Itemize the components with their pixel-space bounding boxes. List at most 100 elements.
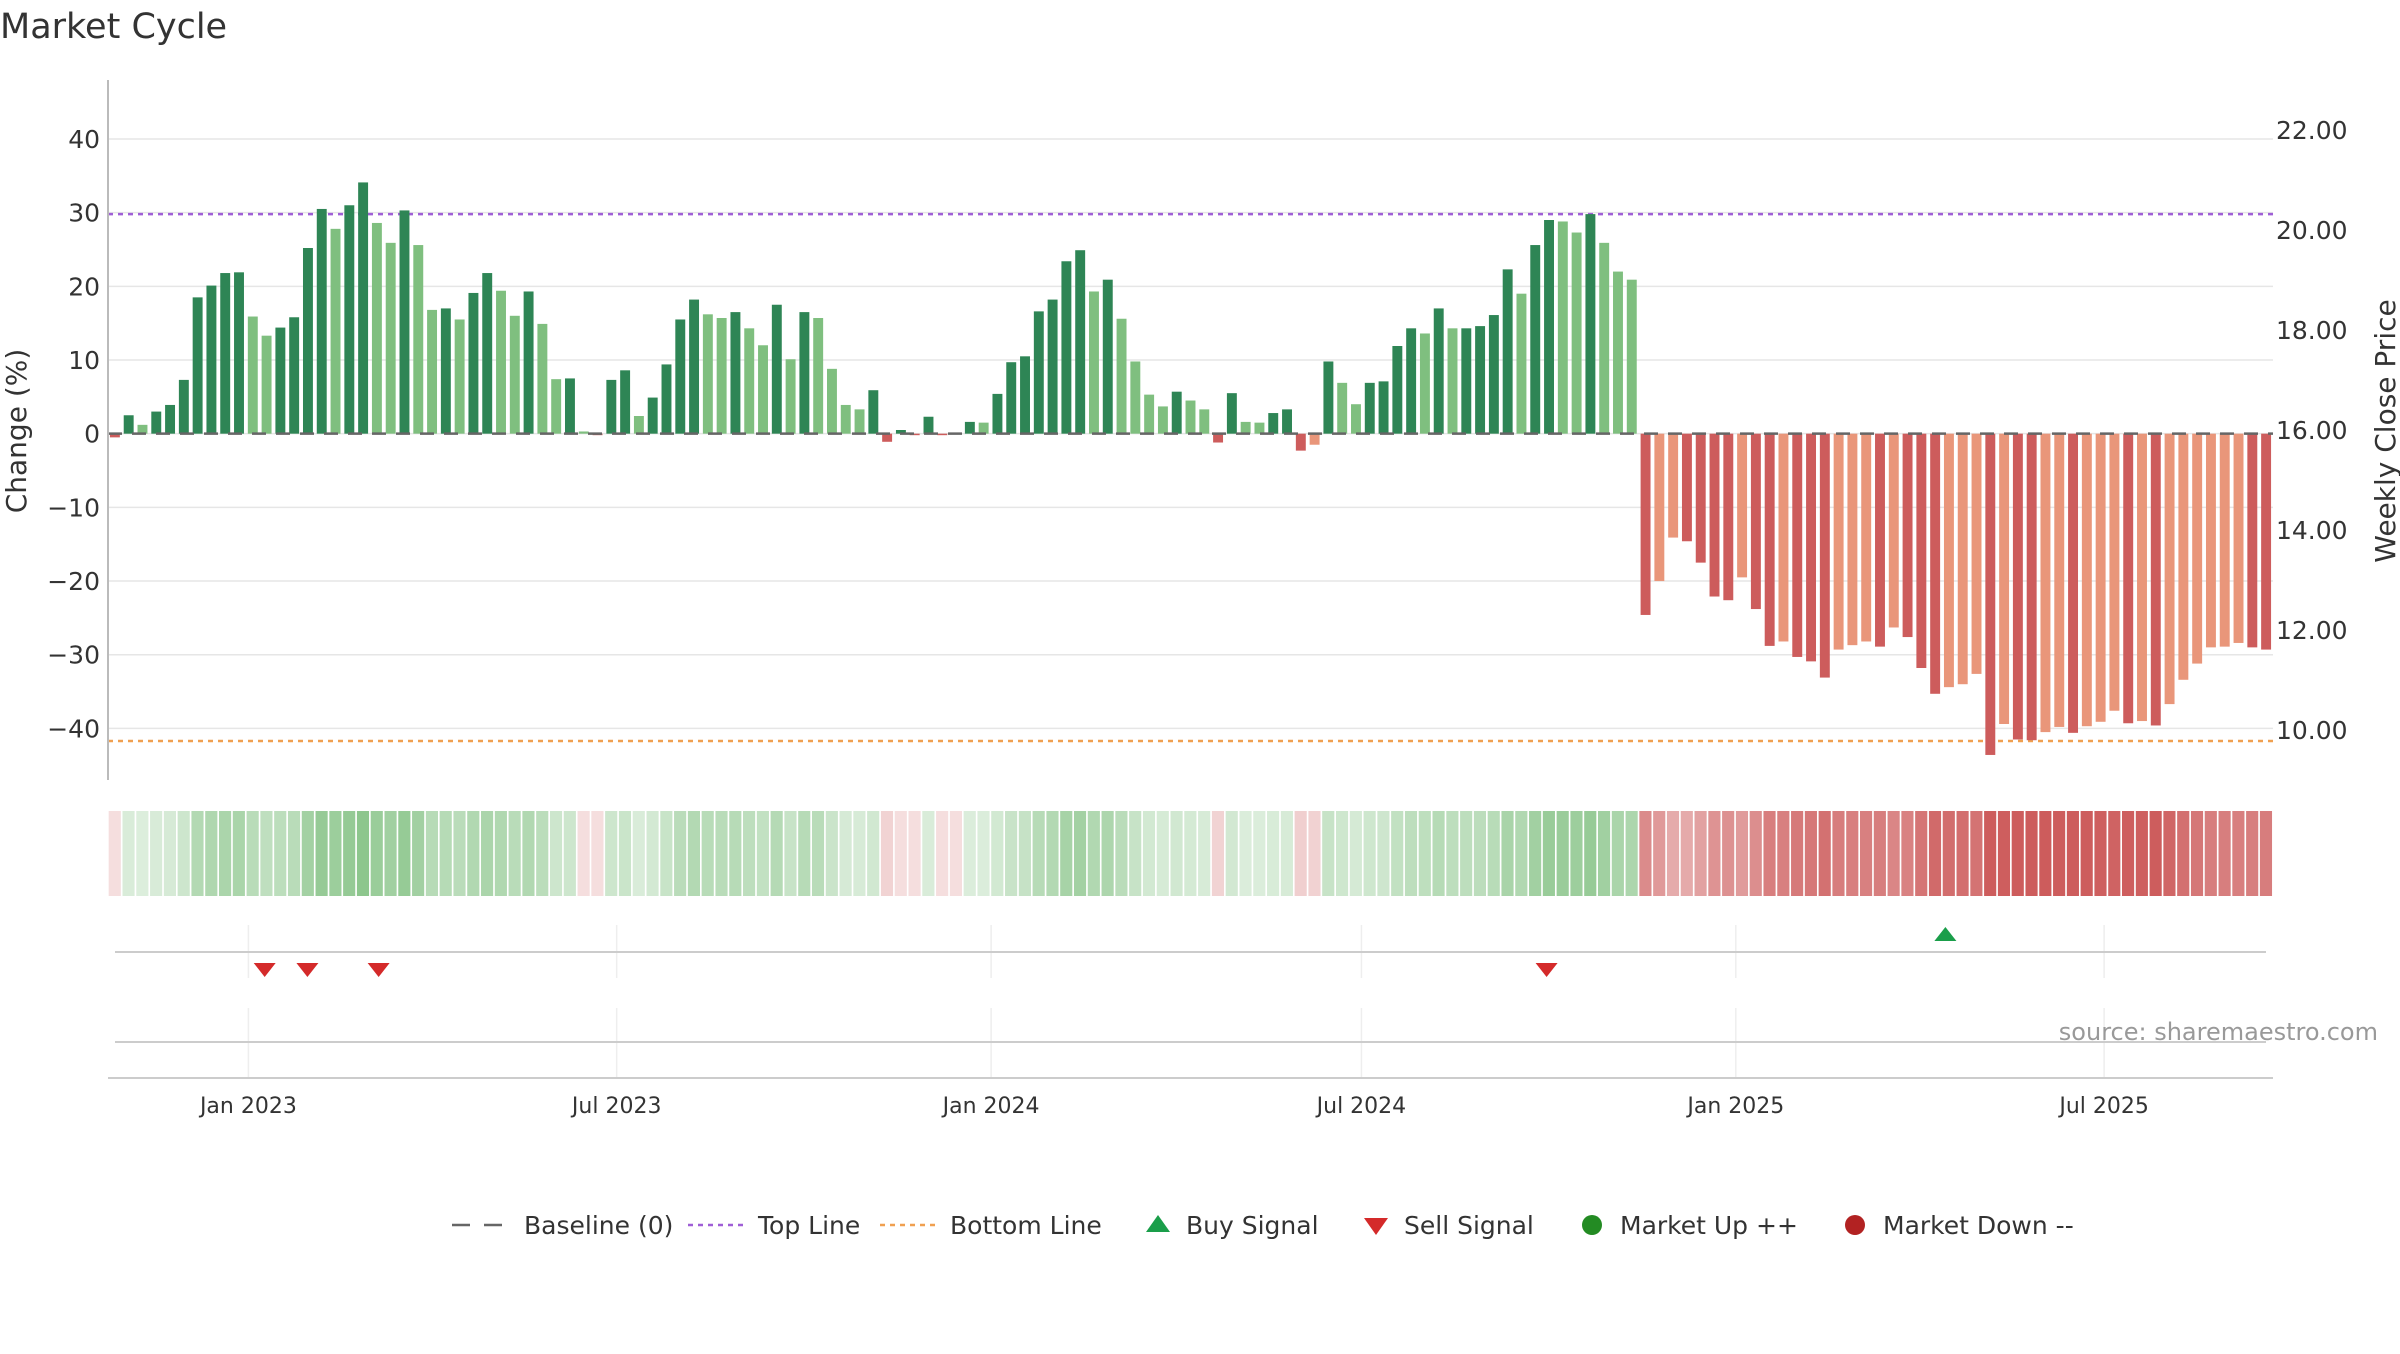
heat-cell [467, 811, 480, 896]
bar [1061, 261, 1072, 434]
legend-label: Sell Signal [1404, 1211, 1534, 1240]
heat-cell [246, 811, 259, 896]
bar [1806, 433, 1817, 662]
heat-cell [2232, 811, 2245, 896]
heat-cell [1156, 811, 1169, 896]
heat-cell [1253, 811, 1266, 896]
bar [909, 433, 920, 436]
bar [1723, 433, 1734, 601]
bar [427, 309, 438, 434]
heat-cell [1087, 811, 1100, 896]
bar [1392, 346, 1403, 434]
heat-cell [1349, 811, 1362, 896]
x-tick-label: Jan 2023 [198, 1094, 297, 1119]
bar [537, 323, 548, 434]
heat-cell [163, 811, 176, 896]
bar [1351, 404, 1361, 434]
heat-cell [260, 811, 273, 896]
bar [868, 390, 879, 434]
bar [551, 379, 562, 434]
heat-cell [674, 811, 687, 896]
heat-cell [1308, 811, 1321, 896]
bar [1130, 361, 1141, 434]
bar [827, 368, 837, 434]
bar [358, 182, 369, 434]
heat-cell [605, 811, 618, 896]
heat-cell [1170, 811, 1183, 896]
heat-cell [1335, 811, 1349, 896]
heat-cell [756, 811, 769, 896]
x-tick-label: Jul 2025 [2057, 1094, 2149, 1119]
heat-cell [1680, 811, 1693, 896]
bar [482, 273, 493, 434]
bar [316, 208, 327, 434]
heat-cell [825, 811, 838, 896]
bar [1875, 433, 1885, 647]
y-axis-left-label: Change (%) [0, 349, 33, 514]
bar [206, 285, 217, 434]
y-tick-left-label: −40 [47, 714, 100, 743]
bar [330, 228, 341, 434]
heat-cell [1763, 811, 1776, 896]
bar [1268, 413, 1279, 434]
legend-swatch-market_up [1582, 1215, 1602, 1235]
bar [275, 327, 286, 434]
heat-cell [232, 811, 245, 896]
heat-cell [425, 811, 438, 896]
bar [978, 422, 989, 434]
heat-cell [1625, 811, 1638, 896]
heat-cell [2135, 811, 2148, 896]
heat-cell [1984, 811, 1997, 896]
heat-cell [1211, 811, 1225, 896]
heat-cell [108, 811, 121, 896]
heat-cell [1653, 811, 1666, 896]
bar [440, 308, 451, 434]
heat-cell [2066, 811, 2079, 896]
bar [261, 335, 272, 434]
x-tick-label: Jan 2024 [941, 1094, 1040, 1119]
heat-cell [1694, 811, 1707, 896]
bar [2026, 433, 2037, 741]
sell-signal-marker [1535, 963, 1558, 977]
bar [109, 433, 120, 438]
bar [165, 404, 176, 434]
y-tick-right-label: 18.00 [2276, 316, 2348, 345]
heat-cell [1487, 811, 1500, 896]
bar [1971, 433, 1982, 674]
heat-cell [2108, 811, 2121, 896]
bar [178, 379, 189, 434]
legend: Baseline (0) Top Line Bottom Line Buy Signa… [452, 1211, 2074, 1240]
heat-cell [2149, 811, 2162, 896]
heat-cell [2122, 811, 2135, 896]
legend-label: Bottom Line [950, 1211, 1102, 1240]
bar [2081, 433, 2092, 727]
x-tick-label: Jul 2023 [570, 1094, 662, 1119]
bar [385, 242, 396, 434]
source-text: source: sharemaestro.com [2059, 1018, 2378, 1046]
heat-cell [839, 811, 852, 896]
heat-cell [2246, 811, 2259, 896]
heat-cell [936, 811, 949, 896]
bar [1213, 433, 1224, 443]
bar [1282, 409, 1292, 434]
legend-item-market_up: Market Up ++ [1582, 1211, 1798, 1240]
bar [1819, 433, 1830, 678]
x-tick-label: Jul 2024 [1315, 1094, 1407, 1119]
bar [1613, 271, 1623, 434]
heat-cell [1942, 811, 1955, 896]
heat-cell [1391, 811, 1404, 896]
bar [1750, 433, 1761, 610]
heat-cell [1404, 811, 1418, 896]
y-tick-left-label: 0 [84, 420, 100, 449]
heat-cell [549, 811, 563, 896]
bar [1792, 433, 1803, 657]
heat-cell [1046, 811, 1059, 896]
bar [1020, 356, 1030, 434]
bar [2205, 433, 2216, 648]
y-tick-left-label: 30 [68, 199, 100, 228]
reference-lines [108, 212, 2273, 743]
heat-cell [591, 811, 604, 896]
bar [2095, 433, 2106, 722]
heat-cell [1970, 811, 1983, 896]
heat-cell [1446, 811, 1459, 896]
